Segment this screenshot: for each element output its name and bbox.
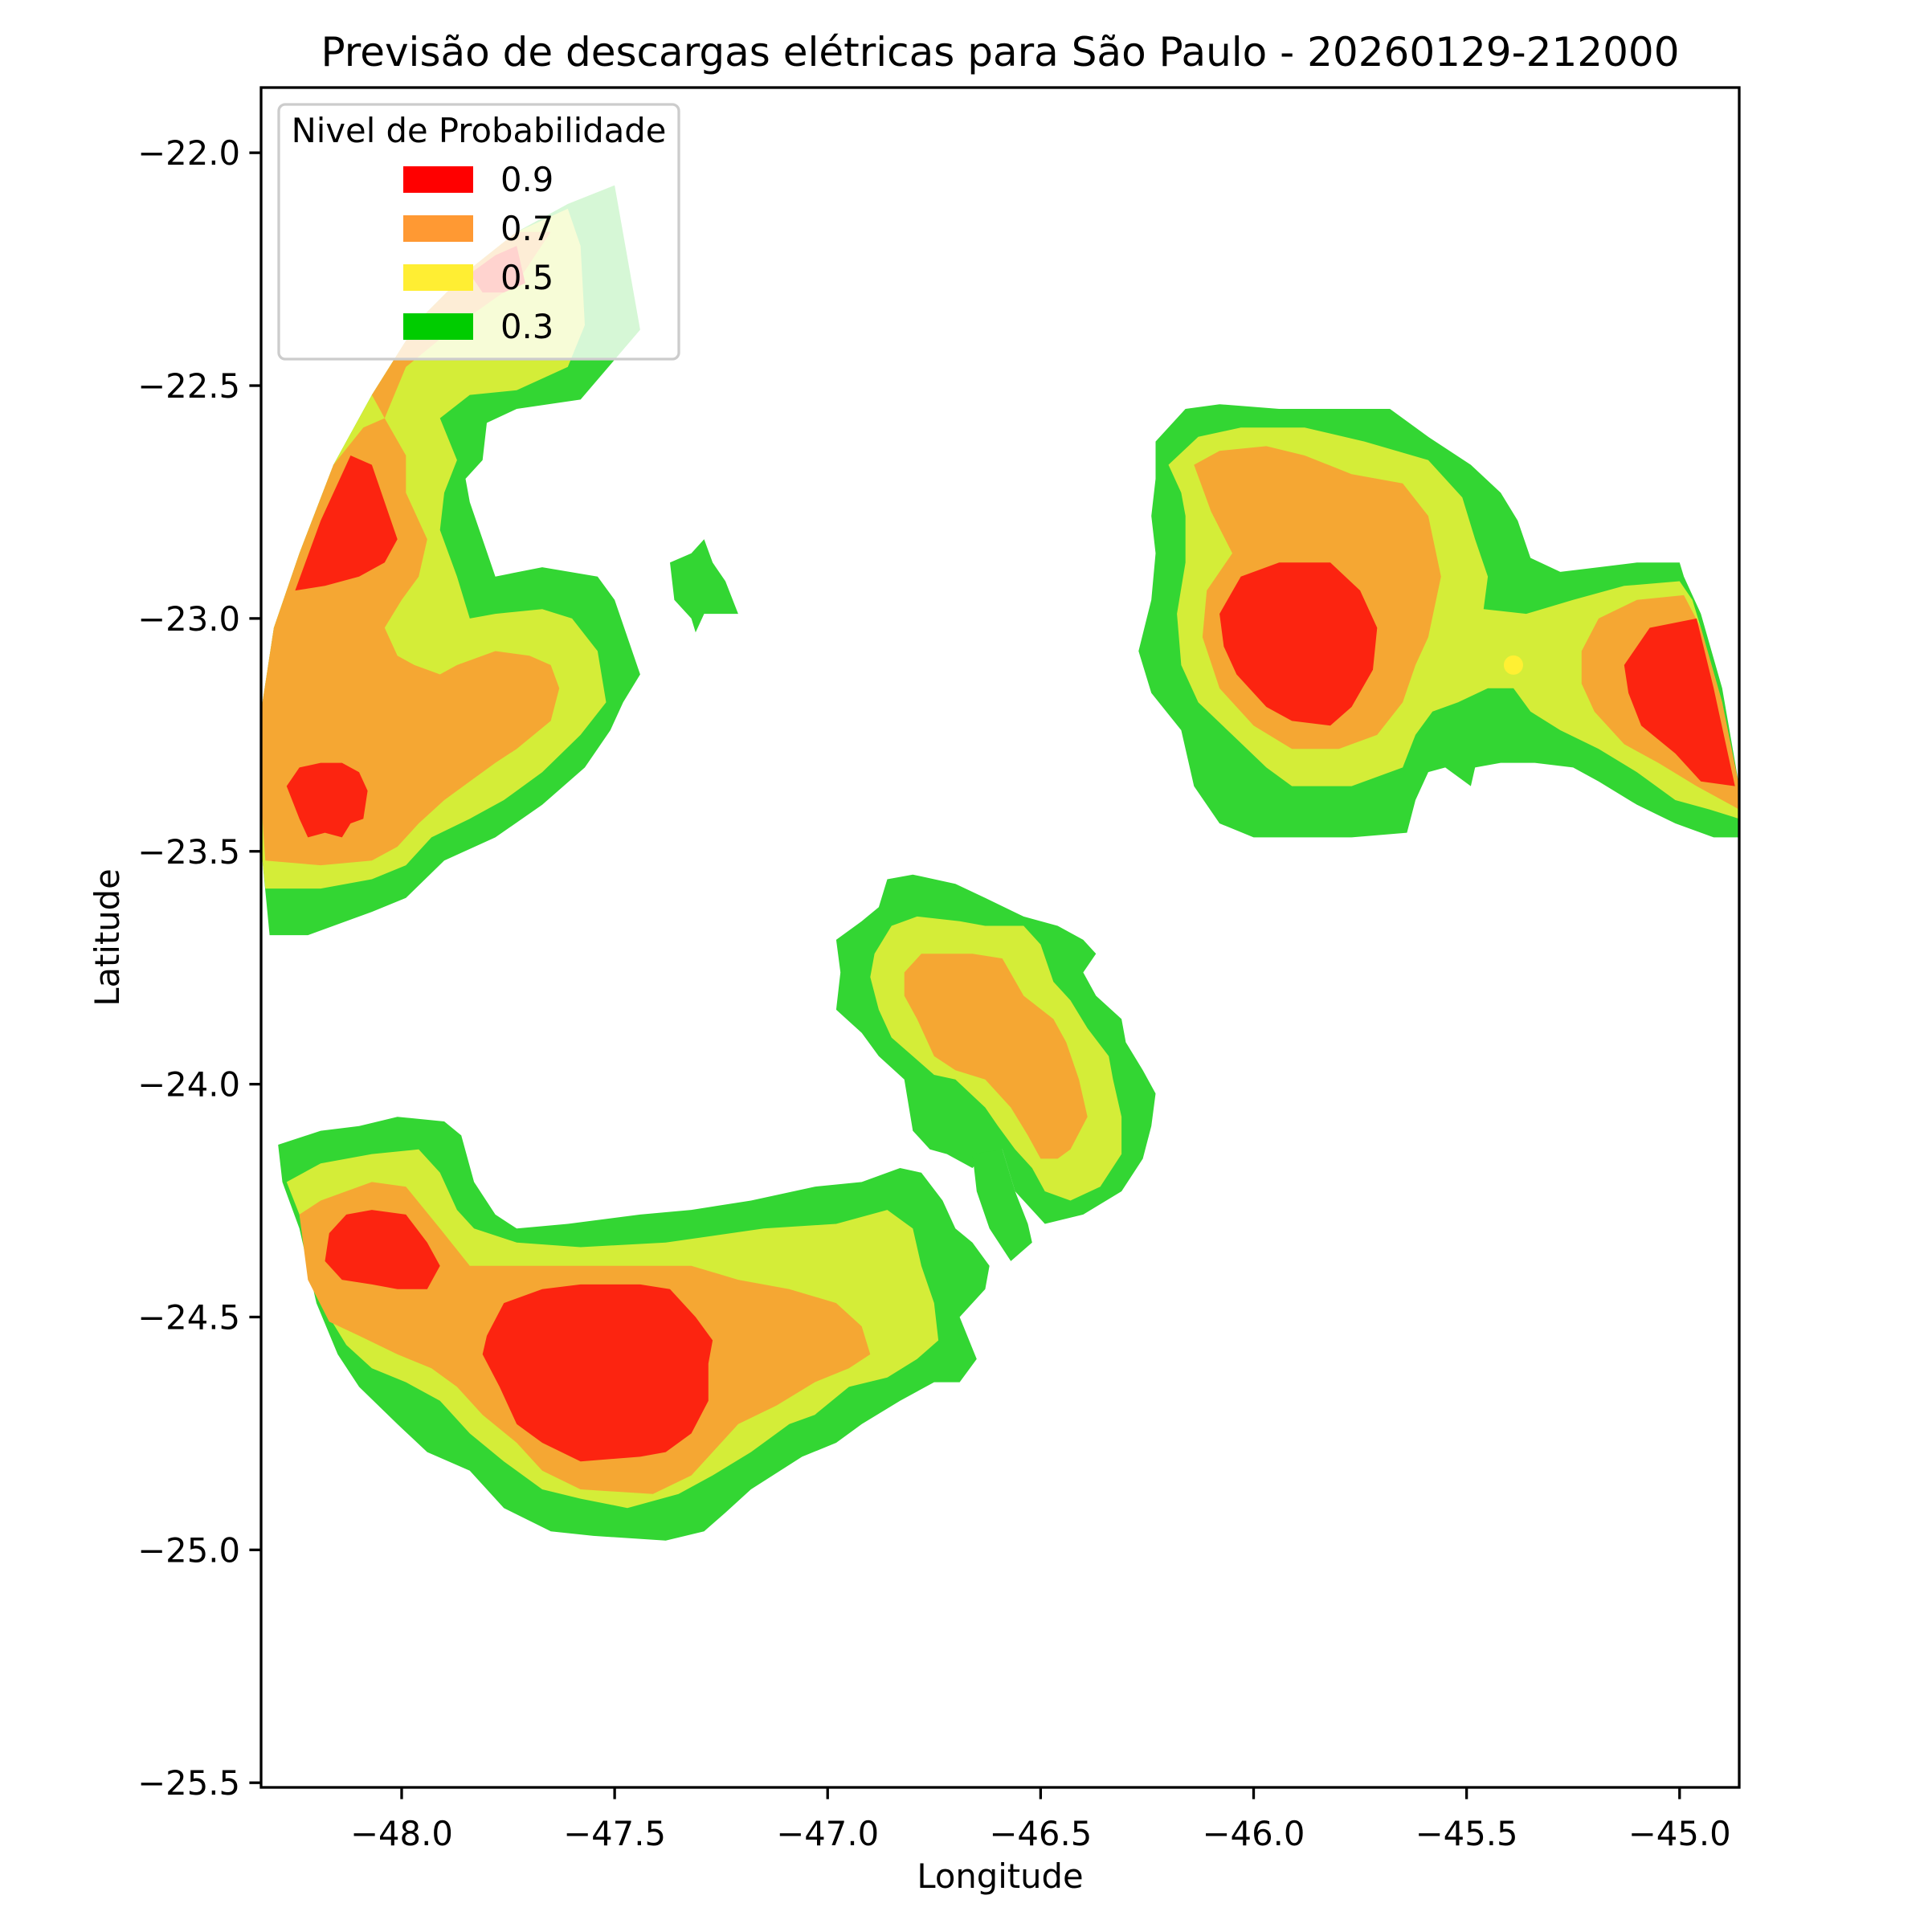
legend-label: 0.5 — [500, 258, 553, 297]
x-tick-label: −45.0 — [1628, 1814, 1731, 1853]
legend-label: 0.9 — [500, 160, 553, 199]
contour-level-0_3-region — [670, 539, 738, 633]
x-axis: −48.0 −47.5 −47.0 −46.5 −46.0 −45.5 −45.0 — [350, 1787, 1731, 1853]
contour-level-0_9-region — [286, 762, 368, 838]
contour-level-0_9-region — [1219, 562, 1378, 726]
y-tick-label: −25.5 — [137, 1763, 240, 1803]
legend-swatch — [403, 313, 473, 340]
contour-peak-point — [1503, 655, 1523, 675]
y-tick-label: −25.0 — [137, 1530, 240, 1570]
contour-level-0_9-region — [325, 1210, 440, 1289]
y-tick-label: −24.0 — [137, 1065, 240, 1105]
x-tick-label: −48.0 — [350, 1814, 453, 1853]
plot-frame — [259, 86, 1741, 1789]
x-tick-label: −46.0 — [1203, 1814, 1305, 1853]
contour-level-0_9-region — [482, 1284, 713, 1462]
contour-layer — [261, 185, 1739, 1541]
legend: Nivel de Probabilidade 0.9 0.7 0.5 0.3 — [277, 103, 680, 361]
y-axis: −22.0 −22.5 −23.0 −23.5 −24.0 −24.5 −25.0 −25.5 — [137, 133, 261, 1803]
y-tick-label: −24.5 — [137, 1297, 240, 1337]
y-tick-label: −22.0 — [137, 133, 240, 173]
legend-label: 0.3 — [500, 307, 553, 346]
legend-swatch — [403, 215, 473, 242]
legend-swatch — [403, 264, 473, 291]
x-tick-label: −47.0 — [776, 1814, 879, 1853]
y-tick-label: −23.0 — [137, 599, 240, 639]
chart-title: Previsão de descargas elétricas para São… — [321, 29, 1679, 76]
x-tick-label: −46.5 — [989, 1814, 1092, 1853]
legend-title: Nivel de Probabilidade — [292, 111, 667, 150]
legend-swatch — [403, 166, 473, 193]
y-axis-label: Latitude — [88, 868, 127, 1007]
legend-frame — [277, 103, 680, 361]
x-axis-label: Longitude — [917, 1856, 1083, 1896]
x-tick-label: −45.5 — [1415, 1814, 1518, 1853]
contour-level-0_9-region — [1624, 618, 1735, 786]
contour-level-0_9-region — [295, 455, 398, 591]
legend-label: 0.7 — [500, 209, 553, 248]
y-tick-label: −23.5 — [137, 832, 240, 872]
y-tick-label: −22.5 — [137, 366, 240, 406]
contour-level-0_7-region — [904, 954, 1088, 1159]
x-tick-label: −47.5 — [563, 1814, 666, 1853]
contour-level-0_3-region — [972, 1149, 1032, 1261]
